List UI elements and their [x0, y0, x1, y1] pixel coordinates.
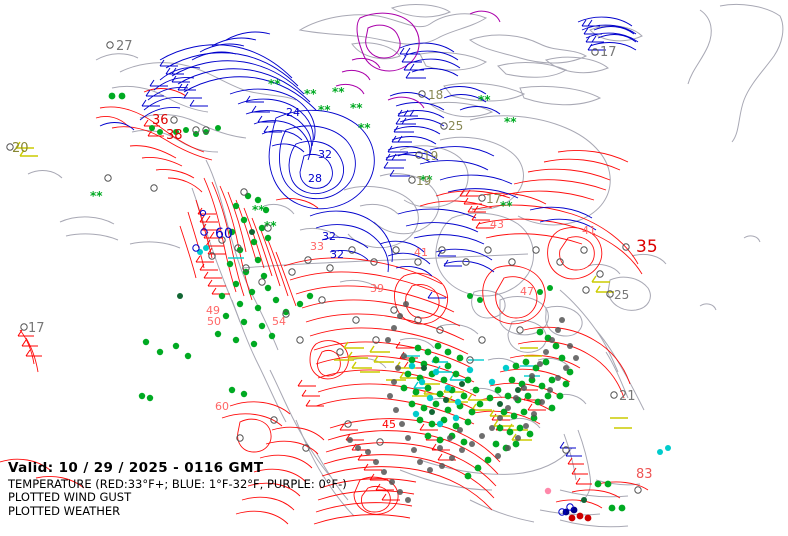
contour-value-label: 32 [318, 148, 332, 161]
snow-symbol: ** [500, 199, 513, 213]
contour-value-label: 43 [490, 218, 504, 231]
contour-value-label: 28 [308, 172, 322, 185]
contour-value-label: 39 [370, 282, 384, 295]
snow-symbol: ** [504, 115, 517, 129]
station-value-label: 35 [636, 237, 658, 257]
contour-value-label: 33 [310, 240, 324, 253]
station-value-label: 17 [28, 321, 45, 336]
snow-symbol: ** [350, 101, 363, 115]
station-value-label: 18 [428, 88, 443, 102]
contour-value-label: 54 [272, 315, 286, 328]
cold-temperature-contour-layer [99, 16, 639, 277]
contour-value-label: 45 [382, 418, 396, 431]
contour-value-label: 32 [322, 230, 336, 243]
snow-symbol: ** [268, 77, 281, 91]
station-value-label: 19 [416, 174, 431, 188]
subzero-temperature-contour-layer [335, 10, 501, 109]
snow-symbol: ** [304, 87, 317, 101]
contour-value-label: 49 [206, 304, 220, 317]
station-value-label: 17 [486, 192, 501, 206]
station-value-label: 25 [448, 119, 463, 133]
coastline-layer [27, 3, 784, 528]
wind-gust-dot-layer [108, 92, 671, 522]
snow-symbol: ** [332, 85, 345, 99]
station-value-label: 20 [12, 141, 29, 156]
snow-symbol: ** [420, 173, 433, 187]
station-value-label: 25 [614, 288, 629, 302]
station-value-label: 19 [423, 149, 438, 163]
station-value-label: 60 [215, 226, 233, 242]
contour-value-label: 50 [207, 315, 221, 328]
snow-symbol: ** [358, 121, 371, 135]
navy-station-circle-layer [192, 209, 574, 516]
station-value-label: 83 [636, 467, 653, 482]
station-value-label: 17 [600, 45, 617, 60]
station-value-label: 38 [166, 128, 183, 143]
contour-value-label: 60 [215, 400, 229, 413]
contour-value-label: 32 [330, 248, 344, 261]
station-circle-layer [6, 41, 642, 494]
station-value-label: 27 [116, 39, 133, 54]
snow-symbol: ** [90, 189, 103, 203]
station-value-label: 36 [152, 113, 169, 128]
contour-value-label: 24 [286, 106, 300, 119]
snow-symbol: ** [478, 93, 491, 107]
snow-symbol: ** [318, 103, 331, 117]
contour-value-label: 41 [582, 224, 596, 237]
station-value-label: 21 [619, 389, 636, 404]
warm-temperature-contour-layer [0, 88, 649, 525]
snow-symbol: ** [252, 203, 265, 217]
contour-value-label: 47 [520, 285, 534, 298]
contour-value-label: 41 [414, 246, 428, 259]
